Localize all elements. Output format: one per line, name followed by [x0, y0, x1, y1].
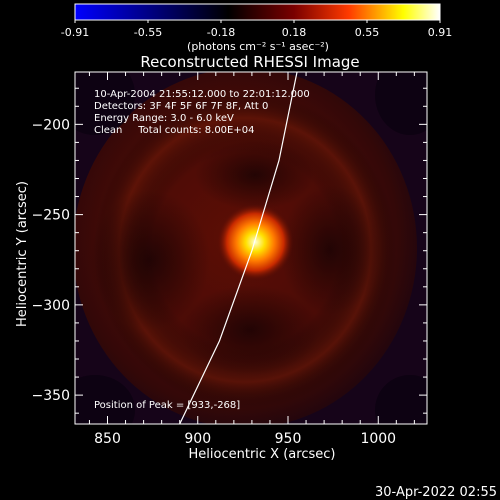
heatmap-image	[75, 72, 427, 424]
timestamp-footer: 30-Apr-2022 02:55	[375, 485, 497, 500]
colorbar	[74, 3, 441, 21]
y-tick-label: −300	[32, 298, 70, 314]
x-tick-label: 900	[184, 431, 211, 447]
x-tick-label: 850	[94, 431, 121, 447]
peak-position-label: Position of Peak = [933,-268]	[94, 400, 240, 411]
colorbar-tick-label: 0.55	[355, 26, 380, 39]
info-energy-range: Energy Range: 3.0 - 6.0 keV	[94, 113, 234, 124]
y-tick-label: −350	[32, 388, 70, 404]
axis-ticks	[75, 72, 427, 424]
info-time-range: 10-Apr-2004 21:55:12.000 to 22:01:12.000	[94, 89, 310, 100]
info-detectors: Detectors: 3F 4F 5F 6F 7F 8F, Att 0	[94, 101, 268, 112]
plot-frame	[74, 71, 428, 425]
peak-source	[217, 204, 294, 281]
colorbar-tick-label: 0.18	[282, 26, 307, 39]
colorbar-tick-label: 0.91	[428, 26, 453, 39]
colorbar-unit: (photons cm⁻² s⁻¹ asec⁻²)	[187, 40, 329, 53]
x-tick-label: 1000	[360, 431, 396, 447]
colorbar-ticks	[74, 20, 441, 23]
x-tick-label: 950	[275, 431, 302, 447]
colorbar-tick-label: -0.55	[134, 26, 162, 39]
colorbar-tick-label: -0.91	[61, 26, 89, 39]
solar-limb-line	[179, 72, 298, 424]
colorbar-tick-label: -0.18	[207, 26, 235, 39]
y-tick-label: −200	[32, 117, 70, 133]
info-clean-counts: Clean Total counts: 8.00E+04	[94, 125, 254, 136]
plot-title: Reconstructed RHESSI Image	[140, 53, 359, 71]
x-axis-label: Heliocentric X (arcsec)	[189, 447, 336, 462]
y-tick-label: −250	[32, 208, 70, 224]
y-axis-label: Heliocentric Y (arcsec)	[15, 181, 30, 327]
